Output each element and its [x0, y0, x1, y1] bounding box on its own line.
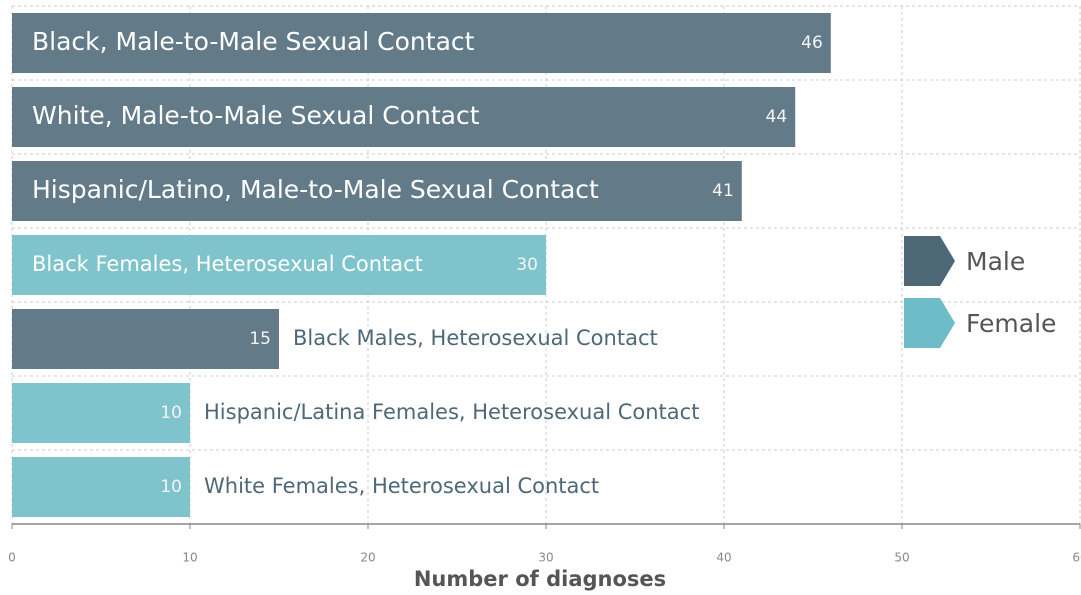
- legend-label: Male: [966, 247, 1025, 276]
- category-label: Hispanic/Latino, Male-to-Male Sexual Con…: [32, 175, 599, 204]
- category-label: Black, Male-to-Male Sexual Contact: [32, 27, 475, 56]
- category-label: Black Females, Heterosexual Contact: [32, 252, 423, 276]
- x-tick-label: 60: [1072, 551, 1081, 565]
- bar: [12, 13, 831, 73]
- legend-swatch: [904, 298, 955, 348]
- value-label: 30: [516, 255, 538, 275]
- bar: [12, 161, 742, 221]
- category-label: White, Male-to-Male Sexual Contact: [32, 101, 480, 130]
- value-label: 10: [160, 477, 182, 497]
- bar: [12, 87, 796, 147]
- x-tick-label: 40: [716, 551, 731, 565]
- bar: [12, 457, 190, 517]
- value-label: 44: [766, 107, 788, 127]
- x-tick-label: 50: [894, 551, 909, 565]
- category-label: White Females, Heterosexual Contact: [204, 474, 599, 498]
- category-label: Black Males, Heterosexual Contact: [293, 326, 658, 350]
- bar: [12, 309, 279, 369]
- x-axis-title: Number of diagnoses: [414, 567, 666, 591]
- x-tick-label: 0: [8, 551, 16, 565]
- value-label: 41: [712, 181, 734, 201]
- bar: [12, 383, 190, 443]
- legend-swatch: [904, 236, 955, 286]
- x-tick-label: 20: [360, 551, 375, 565]
- value-label: 10: [160, 403, 182, 423]
- x-tick-label: 30: [538, 551, 553, 565]
- bar: [12, 235, 546, 295]
- legend-label: Female: [966, 309, 1056, 338]
- value-label: 15: [249, 329, 271, 349]
- category-label: Hispanic/Latina Females, Heterosexual Co…: [204, 400, 699, 424]
- x-tick-label: 10: [182, 551, 197, 565]
- value-label: 46: [801, 33, 823, 53]
